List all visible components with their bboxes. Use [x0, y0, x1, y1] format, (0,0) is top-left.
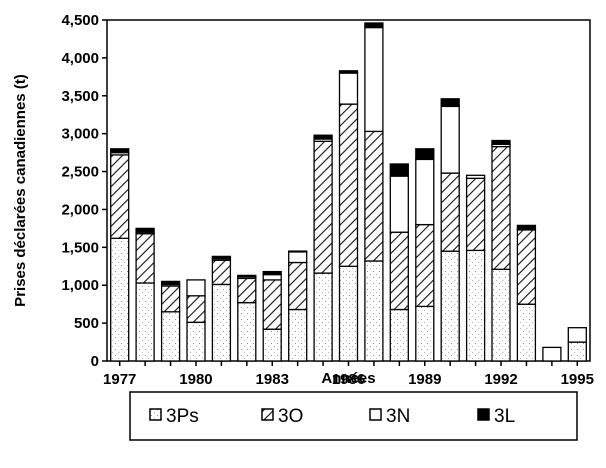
y-tick-label: 0 [91, 353, 99, 370]
bar-segment-3n-1994 [542, 346, 562, 362]
bar-segment-3o-1993 [516, 229, 537, 305]
bar-segment-3ps-1981 [211, 283, 232, 362]
bar-segment-3l-1983 [262, 270, 282, 276]
bar-segment-3n-1986 [338, 72, 359, 105]
legend-swatch-3ps [149, 408, 162, 421]
y-tick-label: 4,500 [61, 12, 99, 29]
bar-segment-3o-1989 [415, 223, 435, 308]
bar-segment-3o-1990 [440, 172, 460, 252]
bar-segment-3ps-1980 [186, 321, 206, 362]
legend-box [129, 391, 578, 441]
x-tick-label: 1989 [408, 371, 441, 388]
legend-swatch-3l [477, 408, 490, 421]
bar-segment-3ps-1989 [415, 305, 435, 362]
bar-segment-3n-1983 [262, 273, 282, 281]
y-tick-label: 4,000 [61, 50, 99, 67]
bar-segment-3n-1988 [389, 175, 409, 233]
y-tick-label: 2,000 [61, 201, 99, 218]
bar-segment-3o-1977 [110, 154, 130, 239]
bar-segment-3l-1979 [160, 280, 181, 286]
y-tick-label: 2,500 [61, 164, 99, 181]
y-axis: 0 500 1,000 1,500 2,000 2,500 3,000 3,500 4,000 4… [61, 12, 107, 370]
legend-swatch-3n [369, 408, 382, 421]
x-axis: 1977 1980 1983 1986 1989 1992 1995 [103, 361, 594, 388]
bar-segment-3o-1992 [491, 145, 511, 270]
bar-segment-3l-1987 [364, 22, 384, 29]
x-tick-label: 1995 [561, 371, 594, 388]
bar-segment-3o-1983 [262, 279, 282, 330]
bar-segment-3o-1984 [288, 261, 308, 311]
bar-segment-3o-1981 [211, 259, 232, 286]
bar-segment-3ps-1985 [313, 272, 333, 362]
bar-segment-3o-1987 [364, 130, 384, 262]
bar-segment-3l-1993 [516, 224, 537, 230]
bar-segment-3ps-1995 [567, 341, 587, 362]
y-axis-title: Prises déclarées canadiennes (t) [12, 74, 29, 307]
bar-segment-3l-1986 [338, 70, 359, 74]
bar-segment-3ps-1987 [364, 260, 384, 362]
x-tick-label: 1992 [484, 371, 517, 388]
bar-segment-3o-1985 [313, 140, 333, 274]
bar-segment-3o-1986 [338, 103, 359, 267]
bar-segment-3ps-1990 [440, 250, 460, 362]
legend-label-3n: 3N [386, 406, 410, 427]
x-tick-label: 1980 [179, 371, 212, 388]
bar-segment-3l-1990 [440, 98, 460, 108]
bar-segment-3n-1995 [567, 327, 587, 343]
bar-segment-3o-1982 [237, 277, 257, 304]
y-tick-label: 1,000 [61, 277, 99, 294]
bar-segment-3ps-1979 [160, 311, 181, 362]
y-tick-label: 500 [74, 315, 99, 332]
legend-label-3ps: 3Ps [166, 406, 199, 427]
bar-segment-3l-1985 [313, 134, 333, 140]
bar-segment-3ps-1978 [135, 282, 155, 362]
bar-segment-3o-1980 [186, 295, 206, 323]
bar-segment-3l-1984 [288, 250, 308, 253]
bar-segment-3l-1977 [110, 148, 130, 154]
x-tick-label: 1977 [103, 371, 136, 388]
bar-segment-3ps-1984 [288, 308, 308, 362]
bar-segment-3l-1982 [237, 274, 257, 278]
legend-label-3o: 3O [278, 406, 303, 427]
bar-segment-3ps-1991 [465, 249, 486, 362]
bar-segment-3ps-1982 [237, 302, 257, 362]
bar-segment-3o-1978 [135, 233, 155, 284]
bar-segment-3ps-1992 [491, 268, 511, 362]
bar-segment-3n-1990 [440, 105, 460, 174]
y-tick-label: 3,500 [61, 88, 99, 105]
bar-segment-3l-1981 [211, 255, 232, 260]
bar-segment-3n-1980 [186, 279, 206, 297]
bar-segment-3ps-1993 [516, 303, 537, 362]
bar-segment-3o-1988 [389, 231, 409, 311]
bar-segment-3ps-1977 [110, 237, 130, 362]
bar-segment-3n-1989 [415, 158, 435, 226]
y-tick-label: 3,000 [61, 126, 99, 143]
bar-segment-3l-1988 [389, 163, 409, 177]
bar-segment-3o-1979 [160, 285, 181, 313]
x-axis-title: Années [321, 370, 375, 387]
bars-group [110, 22, 587, 362]
bar-segment-3n-1984 [288, 251, 308, 264]
bar-segment-3n-1987 [364, 26, 384, 133]
legend-label-3l: 3L [494, 406, 515, 427]
bar-segment-3o-1991 [465, 177, 486, 252]
bar-segment-3l-1978 [135, 227, 155, 233]
x-tick-label: 1983 [256, 371, 289, 388]
bar-segment-3ps-1983 [262, 328, 282, 362]
bar-segment-3ps-1986 [338, 265, 359, 362]
bar-segment-3ps-1988 [389, 308, 409, 362]
bar-segment-3l-1992 [491, 139, 511, 145]
legend: 3Ps 3O 3N 3L [129, 391, 578, 441]
bar-segment-3n-1991 [465, 174, 486, 179]
x-tick-label: 1986 [332, 371, 365, 388]
y-tick-label: 1,500 [61, 239, 99, 256]
legend-swatch-3o [261, 408, 274, 421]
bar-segment-3l-1989 [415, 148, 435, 161]
